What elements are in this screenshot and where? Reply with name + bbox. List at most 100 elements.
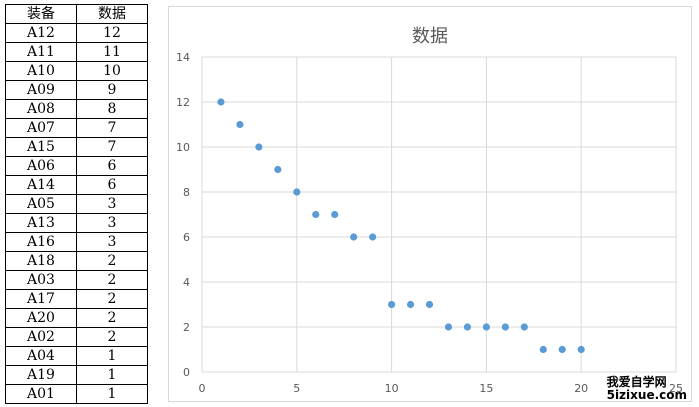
cell-equipment[interactable]: A07 (5, 118, 77, 138)
cell-equipment[interactable]: A02 (5, 327, 77, 347)
x-tick-label: 20 (574, 382, 588, 395)
cell-equipment[interactable]: A11 (5, 42, 77, 62)
header-equipment[interactable]: 装备 (5, 4, 77, 24)
table-row: A15 7 (5, 137, 148, 157)
y-tick-label: 4 (183, 276, 190, 289)
table-row: A02 2 (5, 327, 148, 347)
cell-equipment[interactable]: A03 (5, 270, 77, 290)
cell-equipment[interactable]: A19 (5, 365, 77, 385)
data-point[interactable] (312, 210, 320, 219)
x-tick-label: 25 (669, 382, 683, 395)
watermark-line2: 5izixue.com (606, 388, 687, 402)
chart-title: 数据 (412, 26, 448, 47)
cell-value[interactable]: 1 (76, 346, 148, 366)
chart-plot-area: 0 2 4 6 8 10 12 14 0 5 10 15 20 25 (176, 51, 683, 395)
cell-equipment[interactable]: A17 (5, 289, 77, 309)
cell-value[interactable]: 7 (76, 137, 148, 157)
cell-value[interactable]: 12 (76, 23, 148, 43)
cell-value[interactable]: 2 (76, 289, 148, 309)
data-point[interactable] (388, 300, 396, 309)
header-data[interactable]: 数据 (76, 4, 148, 24)
cell-value[interactable]: 9 (76, 80, 148, 100)
table-row: A09 9 (5, 80, 148, 100)
cell-value[interactable]: 3 (76, 232, 148, 252)
cell-value[interactable]: 6 (76, 175, 148, 195)
cell-equipment[interactable]: A01 (5, 384, 77, 404)
x-tick-label: 0 (199, 382, 206, 395)
table-row: A18 2 (5, 251, 148, 271)
table-row: A03 2 (5, 270, 148, 290)
data-point[interactable] (501, 323, 509, 331)
cell-value[interactable]: 6 (76, 156, 148, 176)
watermark-line1: 我爱自学网 (606, 375, 667, 389)
data-point[interactable] (274, 165, 282, 174)
cell-equipment[interactable]: A12 (5, 23, 77, 43)
data-point[interactable] (444, 323, 453, 331)
table-row: A05 3 (5, 194, 148, 214)
table-row: A11 11 (5, 42, 148, 62)
x-tick-label: 10 (385, 382, 399, 395)
cell-equipment[interactable]: A06 (5, 156, 77, 176)
data-point[interactable] (558, 345, 566, 354)
cell-equipment[interactable]: A09 (5, 80, 77, 100)
cell-value[interactable]: 10 (76, 61, 148, 81)
cell-value[interactable]: 8 (76, 99, 148, 119)
cell-equipment[interactable]: A20 (5, 308, 77, 328)
table-row: A01 1 (5, 384, 148, 404)
cell-equipment[interactable]: A10 (5, 61, 77, 81)
data-point[interactable] (425, 300, 434, 309)
data-point[interactable] (236, 120, 244, 129)
cell-equipment[interactable]: A13 (5, 213, 77, 233)
y-tick-label: 10 (176, 141, 190, 154)
table-row: A19 1 (5, 365, 148, 385)
watermark-logo: 我爱自学网 5izixue.com (607, 376, 687, 402)
data-point[interactable] (577, 345, 585, 354)
data-point[interactable] (406, 300, 415, 309)
scatter-chart[interactable]: 数据 0 2 4 6 8 10 12 14 0 5 10 15 20 25 (168, 6, 692, 402)
cell-value[interactable]: 2 (76, 270, 148, 290)
cell-value[interactable]: 2 (76, 251, 148, 271)
data-point[interactable] (331, 210, 339, 219)
data-table: 装备 数据 A12 12 A11 11 A10 10 A09 9 A08 8 A07 7 A15 7 A06 6 A… (5, 4, 148, 404)
cell-equipment[interactable]: A14 (5, 175, 77, 195)
cell-value[interactable]: 3 (76, 213, 148, 233)
y-tick-label: 12 (176, 96, 190, 109)
cell-value[interactable]: 1 (76, 384, 148, 404)
data-point[interactable] (463, 323, 472, 331)
cell-equipment[interactable]: A05 (5, 194, 77, 214)
cell-value[interactable]: 1 (76, 365, 148, 385)
data-point[interactable] (369, 233, 377, 241)
x-tick-label: 15 (479, 382, 493, 395)
cell-value[interactable]: 3 (76, 194, 148, 214)
data-point[interactable] (255, 143, 263, 151)
data-point[interactable] (350, 233, 358, 241)
table-row: A16 3 (5, 232, 148, 252)
cell-equipment[interactable]: A08 (5, 99, 77, 119)
cell-value[interactable]: 7 (76, 118, 148, 138)
y-tick-label: 14 (176, 51, 190, 64)
table-row: A04 1 (5, 346, 148, 366)
table-row: A07 7 (5, 118, 148, 138)
data-point[interactable] (217, 98, 225, 106)
table-row: A06 6 (5, 156, 148, 176)
y-tick-label: 6 (183, 231, 190, 244)
data-point[interactable] (520, 323, 528, 331)
cell-equipment[interactable]: A15 (5, 137, 77, 157)
cell-equipment[interactable]: A18 (5, 251, 77, 271)
data-point[interactable] (293, 188, 301, 196)
data-point[interactable] (539, 345, 547, 354)
cell-equipment[interactable]: A16 (5, 232, 77, 252)
x-tick-label: 5 (293, 382, 300, 395)
cell-equipment[interactable]: A04 (5, 346, 77, 366)
table-row: A20 2 (5, 308, 148, 328)
table-row: A10 10 (5, 61, 148, 81)
table-row: A13 3 (5, 213, 148, 233)
y-tick-label: 8 (183, 186, 190, 199)
data-point[interactable] (482, 323, 490, 331)
cell-value[interactable]: 2 (76, 308, 148, 328)
cell-value[interactable]: 2 (76, 327, 148, 347)
y-tick-label: 2 (183, 321, 190, 334)
cell-value[interactable]: 11 (76, 42, 148, 62)
table-header-row: 装备 数据 (5, 4, 148, 24)
y-tick-label: 0 (183, 366, 190, 379)
